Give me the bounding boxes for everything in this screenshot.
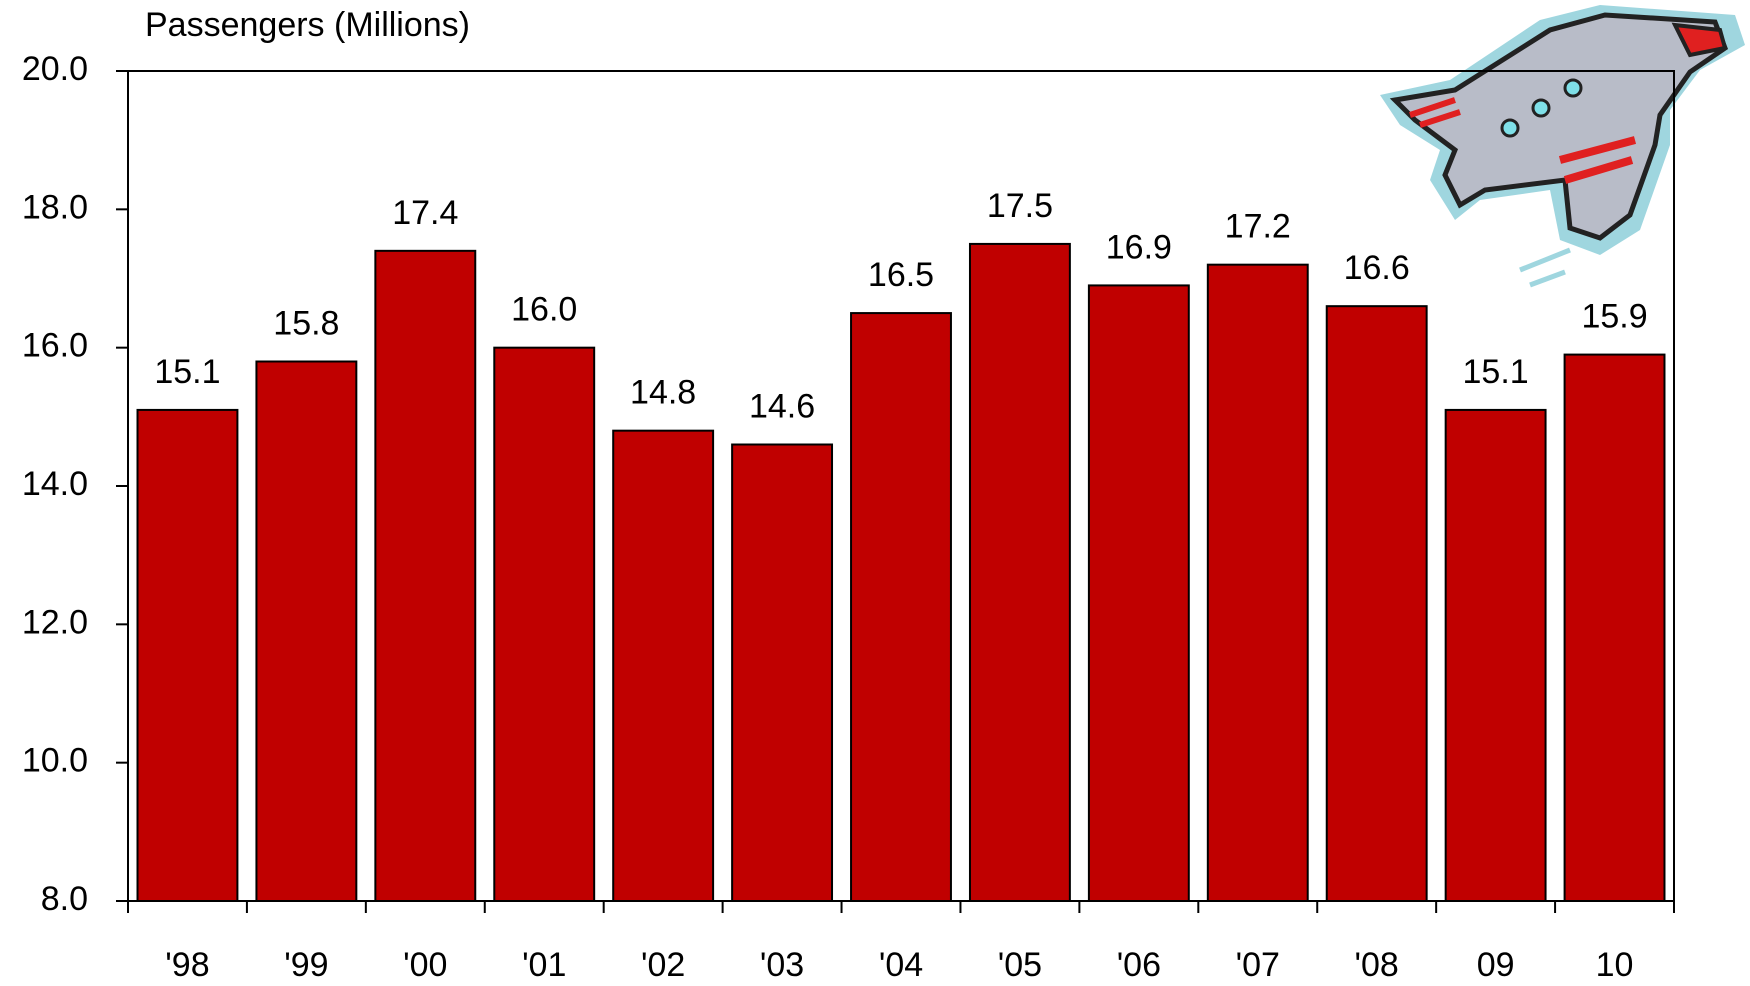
x-tick-label: '06	[1117, 946, 1161, 984]
bar	[374, 249, 477, 903]
data-label: 16.6	[1344, 249, 1410, 287]
y-tick-label: 20.0	[22, 50, 88, 88]
y-tick-label: 14.0	[22, 465, 88, 503]
bar	[968, 242, 1071, 902]
bar	[1563, 353, 1666, 903]
bar	[493, 346, 596, 902]
x-tick-label: 10	[1596, 946, 1634, 984]
x-tick-label: '07	[1236, 946, 1280, 984]
airplane-illustration	[1380, 5, 1745, 288]
x-tick-label: '01	[522, 946, 566, 984]
bar	[255, 360, 358, 902]
y-tick-label: 8.0	[41, 880, 88, 918]
y-tick-label: 18.0	[22, 188, 88, 226]
y-tick-label: 10.0	[22, 742, 88, 780]
data-label: 15.1	[1463, 353, 1529, 391]
data-label: 14.6	[749, 387, 815, 425]
data-label: 16.9	[1106, 228, 1172, 266]
x-tick-label: '98	[165, 946, 209, 984]
x-tick-label: 09	[1477, 946, 1515, 984]
y-tick-label: 12.0	[22, 603, 88, 641]
x-tick-label: '08	[1355, 946, 1399, 984]
bar	[731, 443, 834, 902]
data-label: 17.4	[392, 194, 458, 232]
data-label: 17.5	[987, 187, 1053, 225]
x-tick-label: '02	[641, 946, 685, 984]
bar	[1087, 284, 1190, 902]
bar	[1444, 408, 1547, 902]
data-label: 15.8	[273, 304, 339, 342]
data-label: 15.9	[1581, 298, 1647, 336]
bar	[136, 408, 239, 902]
bar	[850, 312, 952, 903]
data-label: 15.1	[154, 353, 220, 391]
x-tick-label: '05	[998, 946, 1042, 984]
bar	[1325, 305, 1428, 902]
data-label: 16.5	[868, 256, 934, 294]
x-tick-label: '03	[760, 946, 804, 984]
chart-title: Passengers (Millions)	[145, 6, 470, 44]
y-tick-label: 16.0	[22, 327, 88, 365]
bar	[1206, 263, 1309, 902]
data-label: 14.8	[630, 374, 696, 412]
x-tick-label: '00	[403, 946, 447, 984]
x-tick-label: '99	[284, 946, 328, 984]
x-tick-label: '04	[879, 946, 923, 984]
data-label: 16.0	[511, 291, 577, 329]
bar	[612, 429, 715, 902]
data-label: 17.2	[1225, 208, 1291, 246]
